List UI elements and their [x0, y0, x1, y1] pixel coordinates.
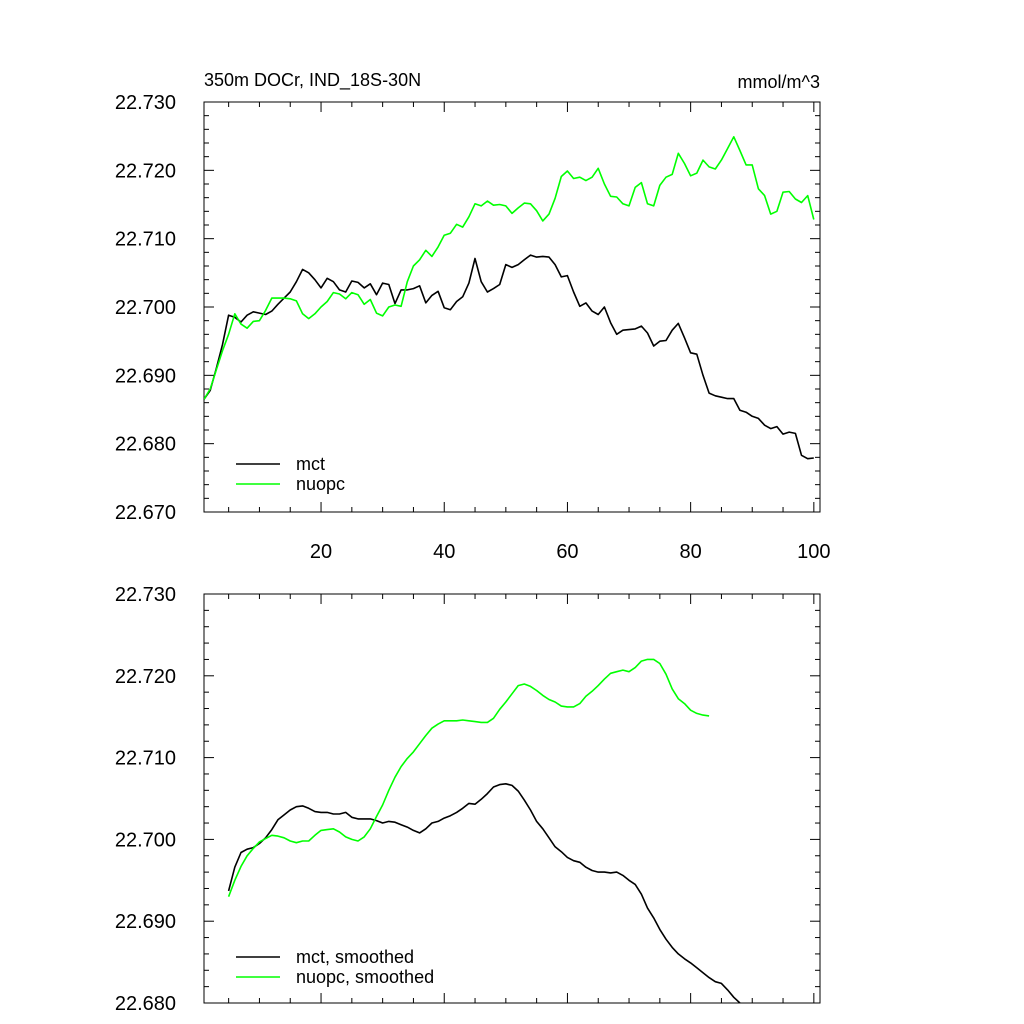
chart-title: 350m DOCr, IND_18S-30N — [204, 70, 421, 91]
ytick-label: 22.720 — [115, 160, 176, 182]
series-line-nuopc — [204, 136, 815, 400]
ytick-label: 22.710 — [115, 229, 176, 251]
xtick-label: 60 — [556, 541, 578, 563]
ytick-label: 22.680 — [115, 993, 176, 1015]
series-line-nuopc-smoothed — [227, 658, 710, 897]
xtick-label: 80 — [680, 541, 702, 563]
xtick-label: 20 — [310, 541, 332, 563]
xtick-label: 100 — [797, 541, 830, 563]
ytick-label: 22.720 — [115, 666, 176, 688]
ytick-label: 22.710 — [115, 748, 176, 770]
legend-label: mct, smoothed — [296, 947, 414, 967]
top-panel: 22.670 22.680 22.690 22.700 22.710 22.720 22.7… — [115, 70, 831, 563]
legend-label: nuopc, smoothed — [296, 967, 434, 987]
plot-frame — [203, 101, 821, 513]
ytick-label: 22.730 — [115, 92, 176, 114]
series-line-mct-smoothed — [227, 782, 742, 1003]
ytick-label: 22.700 — [115, 297, 176, 319]
ytick-label: 22.690 — [115, 911, 176, 933]
legend-label: nuopc — [296, 474, 345, 494]
ytick-label: 22.670 — [115, 502, 176, 524]
legend-label: mct — [296, 454, 325, 474]
xtick-label: 40 — [433, 541, 455, 563]
units-label: mmol/m^3 — [738, 72, 820, 92]
plot-frame — [203, 593, 821, 1004]
ytick-label: 22.700 — [115, 829, 176, 851]
ytick-label: 22.730 — [115, 584, 176, 606]
ytick-label: 22.690 — [115, 365, 176, 387]
ytick-label: 22.680 — [115, 434, 176, 456]
bottom-panel: 22.680 22.690 22.700 22.710 22.720 22.730 mct,… — [115, 584, 821, 1015]
series-line-mct — [204, 254, 814, 460]
